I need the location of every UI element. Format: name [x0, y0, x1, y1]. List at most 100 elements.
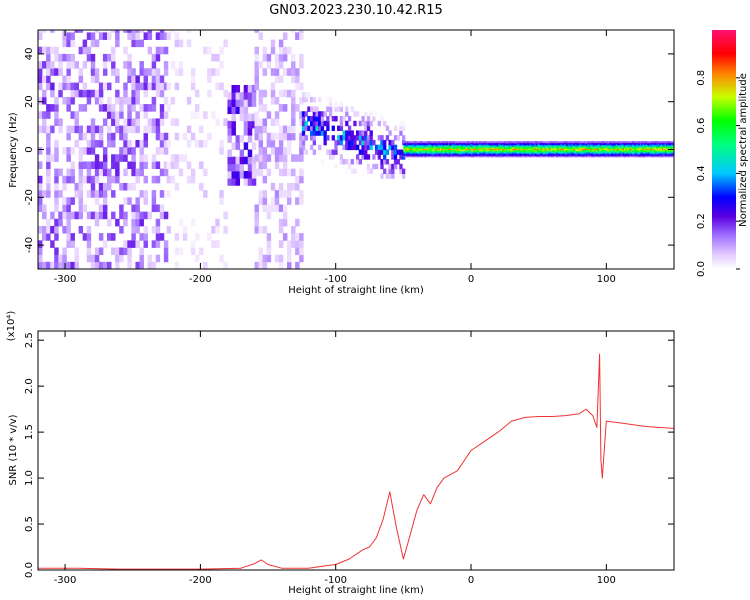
heatmap-cell [475, 148, 478, 151]
heatmap-cell [630, 142, 633, 145]
heatmap-cell [299, 233, 304, 241]
heatmap-cell [70, 61, 75, 69]
heatmap-cell [591, 142, 594, 145]
heatmap-cell [583, 141, 586, 143]
heatmap-cell [607, 141, 610, 143]
heatmap-cell [606, 147, 609, 149]
heatmap-cell [650, 141, 653, 143]
heatmap-cell [262, 154, 268, 162]
heatmap-cell [54, 111, 59, 119]
heatmap-cell [596, 145, 599, 148]
heatmap-cell [611, 151, 614, 154]
heatmap-cell [266, 254, 272, 263]
heatmap-cell [518, 153, 521, 155]
heatmap-cell [611, 144, 614, 147]
heatmap-cell [415, 150, 418, 153]
heatmap-cell [611, 145, 614, 148]
heatmap-cell [215, 218, 220, 227]
heatmap-cell [558, 150, 561, 153]
heatmap-cell [247, 171, 253, 179]
heatmap-cell [291, 30, 296, 33]
heatmap-cell [633, 145, 636, 148]
heatmap-cell [139, 218, 144, 227]
heatmap-cell [151, 154, 157, 162]
heatmap-cell [155, 125, 161, 134]
heatmap-cell [403, 141, 406, 143]
heatmap-cell [391, 144, 395, 151]
heatmap-cell [119, 125, 124, 134]
heatmap-cell [473, 147, 476, 149]
heatmap-cell [347, 130, 352, 136]
heatmap-cell [508, 151, 511, 154]
heatmap-cell [251, 120, 257, 129]
heatmap-cell [508, 154, 511, 157]
heatmap-cell [278, 154, 284, 162]
heatmap-cell [527, 155, 530, 158]
heatmap-cell [595, 145, 598, 148]
heatmap-cell [546, 150, 549, 153]
heatmap-cell [557, 154, 560, 157]
heatmap-cell [127, 247, 132, 256]
heatmap-cell [579, 147, 582, 149]
heatmap-cell [107, 168, 112, 177]
heatmap-cell [429, 144, 432, 147]
heatmap-cell [454, 151, 457, 154]
heatmap-cell [499, 151, 502, 154]
heatmap-cell [414, 142, 417, 145]
heatmap-cell [527, 149, 530, 152]
heatmap-cell [659, 149, 662, 152]
heatmap-cell [514, 151, 517, 154]
heatmap-cell [567, 143, 570, 146]
heatmap-cell [550, 150, 553, 153]
heatmap-cell [426, 154, 429, 157]
heatmap-cell [659, 143, 662, 146]
heatmap-cell [342, 144, 346, 151]
heatmap-cell [599, 155, 602, 158]
heatmap-cell [503, 153, 506, 155]
heatmap-cell [464, 150, 467, 153]
heatmap-cell [403, 149, 406, 152]
heatmap-cell [510, 141, 513, 143]
heatmap-cell [653, 142, 656, 145]
heatmap-cell [554, 154, 557, 157]
heatmap-cell [649, 154, 652, 157]
heatmap-cell [430, 147, 433, 149]
heatmap-cell [439, 149, 442, 152]
heatmap-cell [430, 150, 433, 153]
heatmap-cell [527, 144, 530, 147]
heatmap-cell [429, 141, 432, 143]
heatmap-cell [606, 141, 609, 143]
heatmap-cell [178, 247, 184, 256]
heatmap-cell [190, 240, 196, 248]
heatmap-cell [525, 148, 528, 151]
heatmap-cell [66, 147, 71, 155]
heatmap-cell [182, 225, 188, 234]
heatmap-cell [529, 150, 532, 153]
heatmap-cell [127, 96, 132, 105]
heatmap-cell [594, 147, 597, 149]
heatmap-cell [299, 82, 304, 91]
heatmap-cell [345, 144, 349, 151]
heatmap-cell [315, 106, 319, 112]
heatmap-cell [411, 150, 414, 153]
heatmap-cell [219, 61, 224, 69]
heatmap-cell [489, 150, 492, 153]
heatmap-cell [143, 154, 149, 162]
heatmap-cell [235, 142, 241, 150]
heatmap-cell [460, 143, 463, 146]
heatmap-cell [568, 153, 571, 155]
heatmap-cell [369, 144, 373, 151]
heatmap-cell [107, 182, 112, 191]
heatmap-cell [500, 148, 503, 151]
heatmap-cell [231, 106, 236, 115]
heatmap-cell [388, 139, 392, 146]
heatmap-cell [119, 111, 124, 119]
heatmap-cell [610, 143, 613, 146]
heatmap-cell [203, 190, 208, 198]
heatmap-cell [131, 233, 136, 241]
heatmap-cell [565, 153, 568, 155]
heatmap-cell [499, 155, 502, 158]
heatmap-cell [427, 148, 430, 151]
heatmap-cell [603, 151, 606, 154]
heatmap-cell [576, 147, 579, 149]
